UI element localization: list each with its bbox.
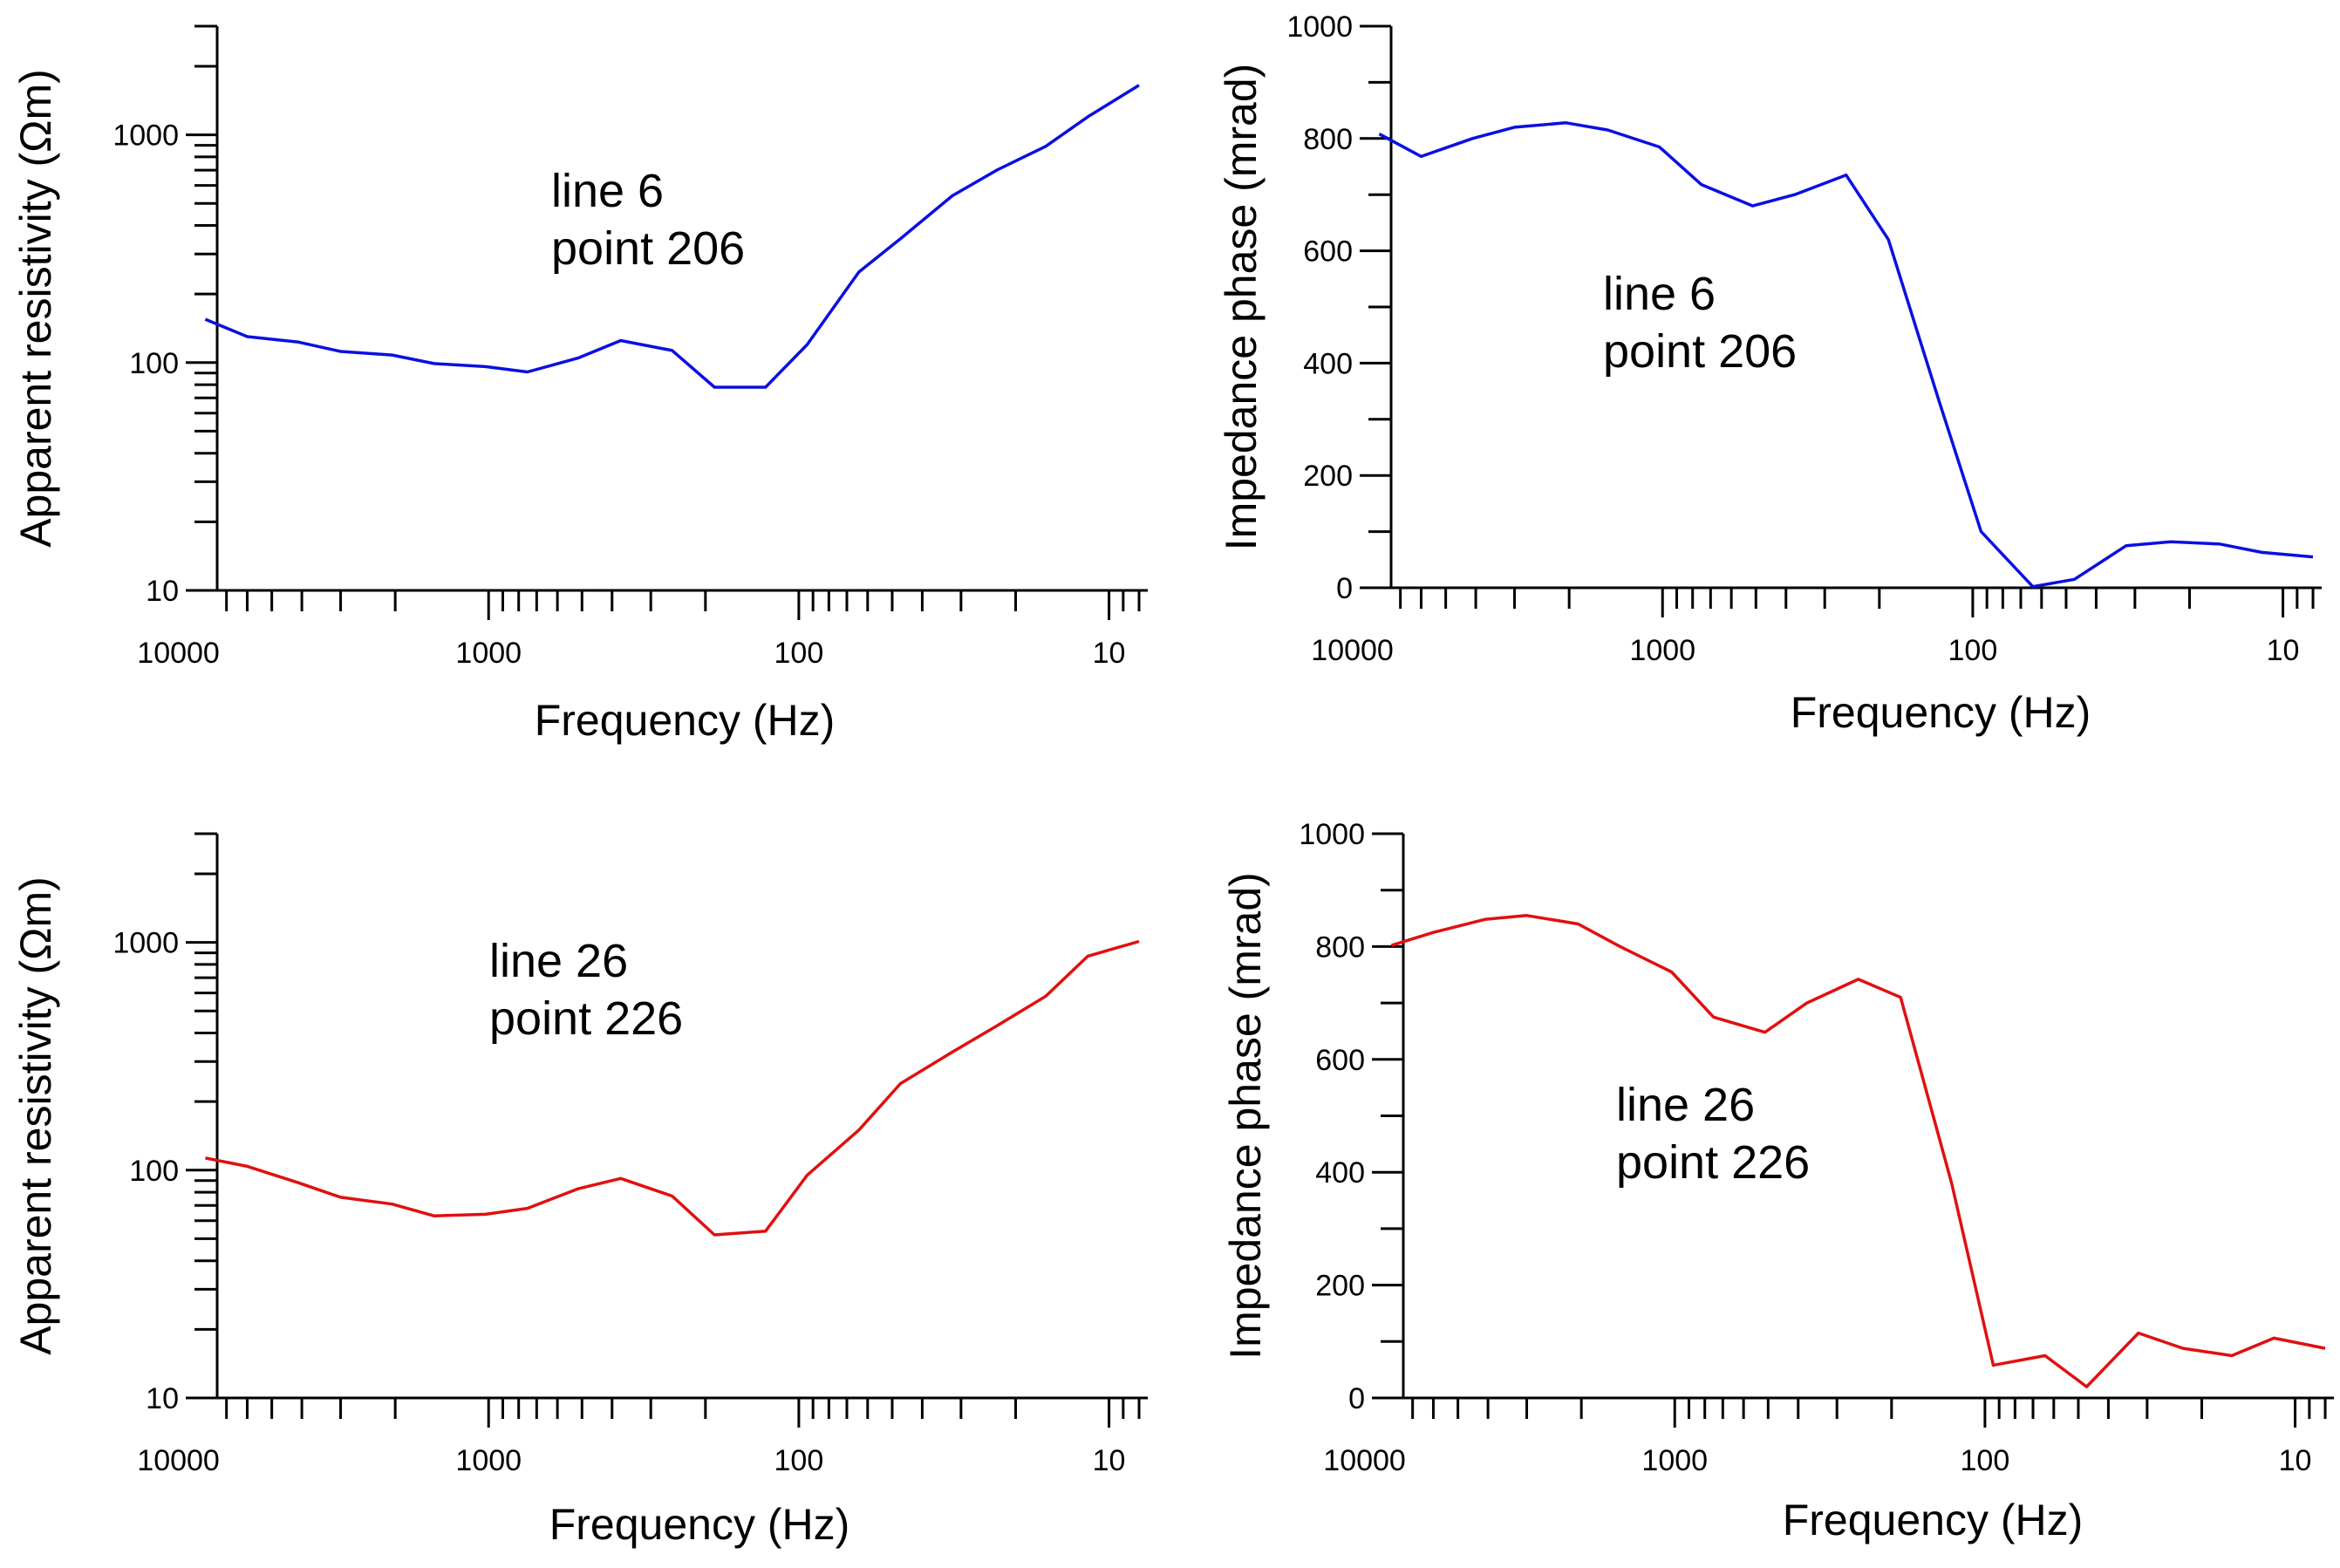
y-axis-title: Impedance phase (mrad) <box>1217 64 1266 551</box>
y-tick-label: 400 <box>1315 1156 1365 1190</box>
chart-annotation: line 26 <box>489 935 628 987</box>
x-tick-label: 10 <box>2267 634 2300 667</box>
x-axis-title: Frequency (Hz) <box>535 696 836 745</box>
x-tick-label: 100 <box>1961 1444 2010 1477</box>
x-tick-label: 10 <box>2279 1444 2312 1477</box>
y-tick-label: 200 <box>1315 1270 1365 1303</box>
y-tick-label: 0 <box>1348 1382 1365 1415</box>
series-line <box>204 84 1140 389</box>
x-tick-label: 1000 <box>455 1444 522 1477</box>
x-axis-title: Frequency (Hz) <box>1791 688 2091 737</box>
y-tick-label: 100 <box>129 1155 179 1188</box>
x-tick-label: 1000 <box>1629 634 1695 667</box>
x-tick-label: 1000 <box>455 637 522 670</box>
series-line <box>1390 914 2326 1388</box>
y-axis-title: Apparent resistivity (Ωm) <box>11 876 60 1355</box>
chart-annotation: point 206 <box>1603 325 1797 378</box>
chart-annotation: line 6 <box>551 165 664 217</box>
x-tick-label: 10 <box>1093 1444 1126 1477</box>
x-tick-label: 10000 <box>1311 634 1394 667</box>
chart-annotation: point 206 <box>551 222 745 275</box>
y-tick-label: 1000 <box>1299 818 1365 851</box>
y-axis-title: Impedance phase (mrad) <box>1221 872 1270 1360</box>
y-tick-label: 10 <box>146 1382 179 1415</box>
x-tick-label: 10000 <box>137 637 220 670</box>
x-axis-title: Frequency (Hz) <box>1783 1496 2084 1544</box>
y-tick-label: 800 <box>1315 931 1365 964</box>
chart-panel-rho-206: 10000 1000 100 10 10 100 1000 Frequency (Hz) App… <box>11 24 1148 745</box>
x-tick-label: 10000 <box>1323 1444 1406 1477</box>
chart-panel-rho-226: 10000 1000 100 10 10 100 1000 Frequency (Hz) App… <box>11 832 1148 1549</box>
x-tick-label: 1000 <box>1641 1444 1708 1477</box>
y-tick-label: 100 <box>129 347 179 380</box>
y-tick-label: 400 <box>1303 347 1353 380</box>
y-tick-label: 1000 <box>113 927 179 960</box>
x-tick-label: 10 <box>1093 637 1126 670</box>
x-tick-label: 100 <box>774 637 824 670</box>
y-tick-label: 600 <box>1315 1044 1365 1077</box>
chart-annotation: line 6 <box>1603 268 1716 320</box>
x-tick-label: 100 <box>774 1444 824 1477</box>
chart-panel-phase-226: 10000 1000 100 1002004006008001000Frequency… <box>1221 818 2334 1544</box>
chart-panel-phase-206: 10000 1000 100 1002004006008001000Frequency… <box>1217 10 2322 737</box>
series-line <box>205 939 1140 1237</box>
y-tick-label: 800 <box>1303 123 1353 156</box>
y-tick-label: 10 <box>146 575 179 608</box>
chart-annotation: line 26 <box>1616 1079 1755 1131</box>
series-line <box>1378 121 2314 589</box>
y-tick-label: 600 <box>1303 235 1353 269</box>
x-tick-label: 10000 <box>137 1444 220 1477</box>
y-tick-label: 1000 <box>1286 10 1353 44</box>
chart-annotation: point 226 <box>489 992 683 1045</box>
x-axis-title: Frequency (Hz) <box>549 1500 850 1549</box>
y-tick-label: 0 <box>1336 572 1353 605</box>
chart-annotation: point 226 <box>1616 1136 1810 1189</box>
x-tick-label: 100 <box>1948 634 1998 667</box>
y-tick-label: 1000 <box>113 119 179 153</box>
y-tick-label: 200 <box>1303 460 1353 493</box>
y-axis-title: Apparent resistivity (Ωm) <box>11 69 60 548</box>
